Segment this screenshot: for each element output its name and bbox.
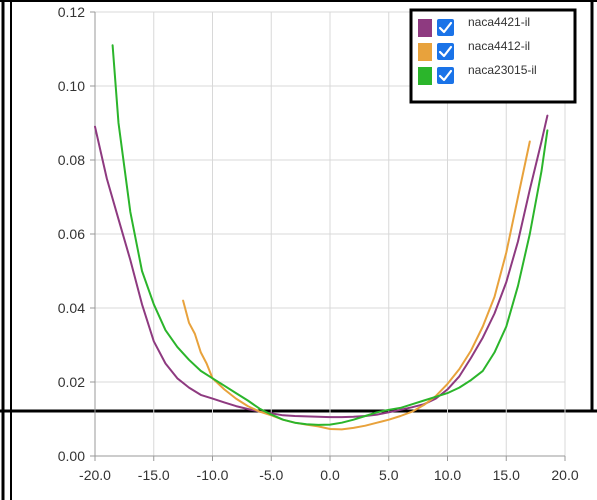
x-axis-ticks: -20.0 -15.0 -10.0 -5.0 0.0 5.0 10.0 15.0 20.0 (79, 456, 579, 483)
series-line-naca4421-il (94, 114, 549, 419)
legend-label-naca4412-il: naca4412-il (468, 39, 530, 53)
y-axis-ticks: 0.00 0.02 0.04 0.06 0.08 0.10 0.12 (58, 4, 95, 464)
legend-checkbox-naca23015-il[interactable] (437, 67, 454, 84)
legend-checkbox-naca4412-il[interactable] (437, 43, 454, 60)
x-tick-label: -20.0 (79, 467, 111, 483)
series-lines (94, 44, 549, 431)
legend-swatch-naca4412-il (418, 43, 432, 61)
y-tick-label: 0.00 (58, 448, 85, 464)
legend-label-naca23015-il: naca23015-il (468, 63, 537, 77)
y-tick-label: 0.02 (58, 374, 85, 390)
check-icon (438, 69, 453, 82)
legend-checkbox-naca4421-il[interactable] (437, 19, 454, 36)
x-tick-label: -10.0 (197, 467, 229, 483)
y-tick-label: 0.12 (58, 4, 85, 20)
x-tick-label: 15.0 (493, 467, 520, 483)
x-tick-label: 20.0 (551, 467, 578, 483)
y-tick-label: 0.10 (58, 78, 85, 94)
x-tick-label: 10.0 (434, 467, 461, 483)
legend-swatch-naca4421-il (418, 19, 432, 37)
legend-swatch-naca23015-il (418, 67, 432, 85)
check-icon (438, 21, 453, 34)
legend: naca4421-il naca4412-il naca23015-il (409, 8, 577, 104)
y-tick-label: 0.06 (58, 226, 85, 242)
y-tick-label: 0.08 (58, 152, 85, 168)
x-tick-label: 0.0 (320, 467, 340, 483)
x-tick-label: -15.0 (138, 467, 170, 483)
legend-label-naca4421-il: naca4421-il (468, 15, 530, 29)
check-icon (438, 45, 453, 58)
x-tick-label: -5.0 (259, 467, 283, 483)
x-tick-label: 5.0 (379, 467, 399, 483)
y-tick-label: 0.04 (58, 300, 85, 316)
series-line-naca4412-il (182, 140, 531, 431)
series-line-naca23015-il (111, 44, 549, 426)
